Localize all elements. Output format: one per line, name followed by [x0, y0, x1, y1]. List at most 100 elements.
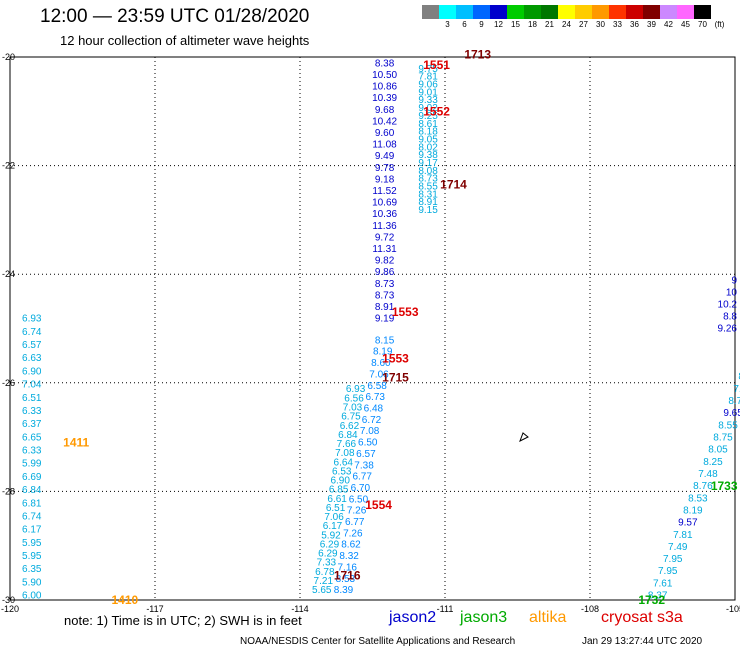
wave-height-value: 6.00	[22, 591, 42, 602]
wave-height-value: 6.37	[22, 419, 42, 430]
legend-swatch-label: 21	[545, 20, 554, 29]
legend-swatch	[422, 5, 439, 19]
wave-height-value: 6.57	[356, 449, 376, 460]
wave-height-value: 8.08	[418, 166, 438, 177]
wave-height-value: 11.52	[372, 186, 397, 197]
legend-swatch-label: 12	[494, 20, 503, 29]
wave-height-value: 6.74	[22, 511, 42, 522]
wave-height-value: 8.18	[418, 127, 438, 138]
legend-swatch-label: 24	[562, 20, 571, 29]
wave-height-value: 6.57	[22, 340, 42, 351]
wave-height-value: 8.39	[334, 585, 354, 596]
wave-height-value: 6.51	[22, 393, 42, 404]
legend-swatch	[609, 5, 626, 19]
map-frame	[9, 56, 736, 601]
wave-height-value: 8.76	[693, 481, 713, 492]
legend-swatch-label: 3	[445, 20, 450, 29]
legend-swatch-label: 27	[579, 20, 588, 29]
wave-height-value: 6.29	[318, 549, 338, 560]
page-title: 12:00 — 23:59 UTC 01/28/2020	[40, 6, 310, 27]
wave-height-value: 9.49	[375, 151, 395, 162]
legend-swatch	[490, 5, 507, 19]
wave-height-value: 6.64	[334, 457, 354, 468]
legend-swatch-label: 30	[596, 20, 605, 29]
credit-line: NOAA/NESDIS Center for Satellite Applica…	[240, 636, 516, 647]
wave-height-value: 6.58	[367, 381, 387, 392]
generated-timestamp: Jan 29 13:27:44 UTC 2020	[582, 636, 703, 647]
legend-swatch-label: 9	[479, 20, 484, 29]
wave-height-value: 8.37	[648, 591, 668, 602]
legend-swatch-label: 6	[462, 20, 467, 29]
wave-height-value: 6.74	[22, 327, 42, 338]
wave-height-value: 7.61	[653, 578, 673, 589]
wave-height-value: 7.73	[733, 384, 740, 395]
lat-tick-label: -22	[2, 161, 15, 171]
wave-height-value: 8.62	[341, 540, 361, 551]
lon-tick-label: -111	[437, 604, 454, 614]
legend-swatch-label: 39	[647, 20, 656, 29]
wave-height-value: 9.05	[418, 134, 438, 145]
wave-height-value: 6.73	[366, 392, 386, 403]
wave-height-value: 7.81	[418, 72, 438, 83]
wave-height-value: 7.66	[337, 439, 357, 450]
wave-height-value: 5.92	[321, 530, 341, 541]
pass-time-label: 1554	[365, 498, 392, 512]
legend-swatch	[575, 5, 592, 19]
wave-height-value: 10.42	[372, 116, 397, 127]
pass-time-label: 1716	[334, 569, 361, 583]
wave-height-value: 6.63	[22, 353, 42, 364]
legend-swatch-label: 33	[613, 20, 622, 29]
color-legend	[422, 5, 711, 19]
wave-height-value: 6.77	[345, 517, 365, 528]
wave-height-value: 9.25	[418, 111, 438, 122]
pass-time-label: 1410	[112, 593, 139, 607]
wave-height-value: 10.50	[372, 70, 397, 81]
wave-height-value: 6.90	[330, 476, 350, 487]
wave-height-value: 8.91	[418, 197, 438, 208]
wave-height-value: 8.75	[713, 432, 733, 443]
wave-height-value: 8.66	[738, 372, 740, 383]
wave-height-value: 6.35	[22, 564, 42, 575]
pass-time-label: 1411	[63, 436, 89, 450]
lat-tick-label: -24	[2, 269, 15, 279]
legend-swatch	[524, 5, 541, 19]
wave-height-value: 6.56	[344, 393, 364, 404]
wave-height-value: 6.69	[22, 472, 42, 483]
wave-height-value: 7.95	[663, 554, 683, 565]
legend-swatch	[643, 5, 660, 19]
wave-height-value-edge: 9.26	[718, 323, 738, 334]
wave-height-value: 9.78	[375, 163, 395, 174]
legend-swatch	[473, 5, 490, 19]
pass-time-label: 1715	[382, 370, 409, 384]
wave-height-value: 9.01	[418, 87, 438, 98]
wave-height-value: 6.48	[364, 403, 384, 414]
wave-height-value: 8.91	[375, 302, 395, 313]
wave-height-value: 9.72	[375, 232, 395, 243]
legend-swatch-label: 36	[630, 20, 639, 29]
wave-height-value: 6.62	[340, 421, 360, 432]
wave-height-value-edge: 10	[726, 288, 738, 299]
wave-height-value: 6.75	[341, 412, 361, 423]
legend-swatch	[456, 5, 473, 19]
wave-height-value: 7.08	[360, 426, 380, 437]
wave-height-value: 7.04	[22, 380, 42, 391]
wave-height-value: 7.95	[658, 566, 678, 577]
wave-height-value: 9.17	[418, 158, 438, 169]
wave-height-value: 8.53	[336, 574, 356, 585]
wave-height-value: 10.69	[372, 198, 397, 209]
legend-swatch-label: 18	[528, 20, 537, 29]
legend-swatch	[541, 5, 558, 19]
wave-height-value: 5.99	[22, 459, 42, 470]
wave-height-value-edge: 10.2	[718, 300, 738, 311]
lon-tick-label: -105	[726, 604, 740, 614]
wave-height-value: 7.81	[673, 530, 693, 541]
wave-height-value: 6.84	[338, 430, 358, 441]
legend-unit: (ft)	[714, 20, 725, 29]
wave-height-value: 6.29	[320, 539, 340, 550]
satellite-label: altika	[529, 609, 567, 626]
wave-height-value: 8.55	[718, 420, 738, 431]
wave-height-value: 8.15	[375, 335, 395, 346]
legend-swatch-label: 45	[681, 20, 690, 29]
wave-height-value: 6.93	[346, 384, 366, 395]
wave-height-value: 7.16	[338, 562, 358, 573]
